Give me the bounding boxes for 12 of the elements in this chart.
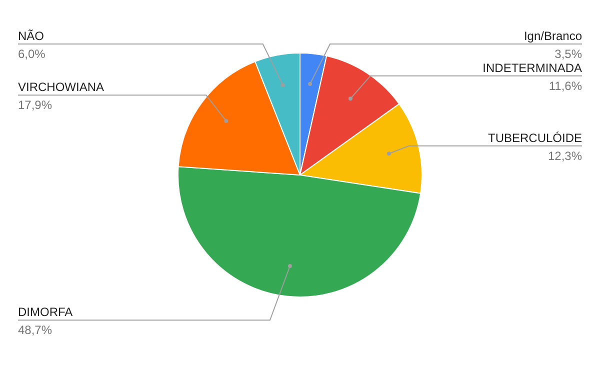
data-label: 17,9% [18, 98, 52, 112]
slice-label: TUBERCULÓIDE [488, 130, 582, 145]
slice-label: NÃO [18, 29, 44, 43]
slice-label: INDETERMINADA [482, 60, 582, 75]
slice-label: VIRCHOWIANA [18, 80, 104, 94]
data-label: 11,6% [548, 78, 582, 93]
slice-label: Ign/Branco [524, 29, 582, 43]
data-label: 12,3% [548, 148, 582, 163]
data-label: 6,0% [18, 47, 46, 61]
data-label: 48,7% [18, 323, 52, 338]
slice-label: DIMORFA [18, 305, 73, 320]
data-label: 3,5% [554, 47, 582, 61]
